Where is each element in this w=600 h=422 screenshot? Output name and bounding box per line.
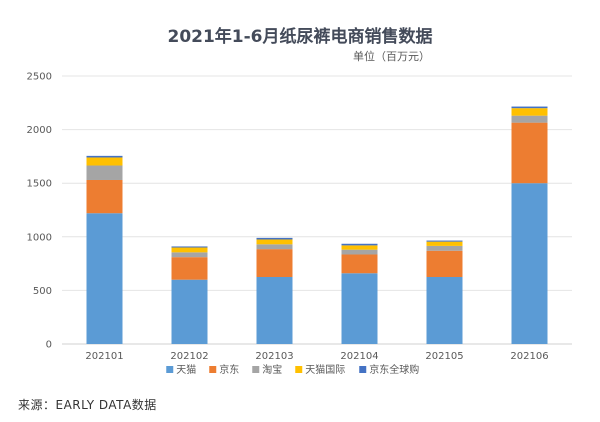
legend: 天猫 京东 淘宝 天猫国际 京东全球购 — [166, 363, 419, 376]
x-axis-ticks: 202101 202102 202103 202104 202105 202106 — [85, 351, 548, 362]
legend-label: 京东全球购 — [369, 363, 419, 376]
bars — [86, 106, 548, 344]
bar-segment — [256, 244, 293, 250]
x-tick-label: 202105 — [425, 351, 463, 362]
x-tick-label: 202106 — [510, 351, 548, 362]
bar-segment — [426, 240, 463, 242]
bar-segment — [341, 249, 378, 255]
bar-segment — [86, 155, 123, 158]
legend-swatch — [295, 366, 303, 373]
bar-segment — [171, 279, 208, 344]
y-tick-label: 2500 — [27, 72, 52, 83]
y-tick-label: 2000 — [27, 125, 52, 136]
bar-segment — [341, 273, 378, 344]
y-axis-ticks: 0 500 1000 1500 2000 2500 — [27, 72, 52, 351]
bar-segment — [426, 241, 463, 246]
bar-segment — [256, 277, 293, 344]
legend-label: 天猫国际 — [305, 363, 345, 376]
legend-label: 淘宝 — [262, 363, 282, 376]
y-tick-label: 1000 — [27, 232, 52, 243]
bar-segment — [256, 239, 293, 245]
legend-swatch — [359, 366, 367, 373]
bar-segment — [86, 213, 123, 344]
source-note: 来源：EARLY DATA数据 — [18, 398, 157, 412]
bar-segment — [511, 108, 548, 116]
bar-segment — [511, 115, 548, 123]
bar-segment — [256, 249, 293, 277]
bar-segment — [341, 245, 378, 250]
bar-segment — [426, 245, 463, 251]
chart-title: 2021年1-6月纸尿裤电商销售数据 — [167, 26, 432, 47]
bar-segment — [86, 179, 123, 214]
x-tick-label: 202103 — [255, 351, 293, 362]
bar-segment — [341, 254, 378, 274]
bar-segment — [426, 250, 463, 277]
x-tick-label: 202101 — [85, 351, 123, 362]
legend-label: 京东 — [219, 363, 239, 376]
x-tick-label: 202104 — [340, 351, 378, 362]
bar-segment — [511, 183, 548, 344]
legend-swatch — [166, 366, 174, 373]
bar-segment — [86, 165, 123, 180]
bar-segment — [171, 247, 208, 253]
bar-segment — [171, 257, 208, 280]
chart-unit: 单位（百万元） — [353, 49, 430, 63]
y-tick-label: 500 — [33, 286, 52, 297]
legend-swatch — [252, 366, 260, 373]
bar-segment — [171, 246, 208, 248]
bar-segment — [426, 277, 463, 344]
x-tick-label: 202102 — [170, 351, 208, 362]
bar-segment — [341, 243, 378, 246]
bar-segment — [511, 106, 548, 109]
legend-swatch — [209, 366, 217, 373]
bar-segment — [171, 252, 208, 258]
gridlines — [62, 75, 572, 345]
legend-label: 天猫 — [176, 363, 196, 376]
bar-segment — [256, 237, 293, 240]
stacked-bar-chart: 2021年1-6月纸尿裤电商销售数据 单位（百万元） 0 500 1000 1500 2… — [27, 26, 572, 376]
bar-segment — [86, 157, 123, 166]
bar-segment — [511, 122, 548, 184]
y-tick-label: 1500 — [27, 179, 52, 190]
y-tick-label: 0 — [46, 340, 52, 351]
